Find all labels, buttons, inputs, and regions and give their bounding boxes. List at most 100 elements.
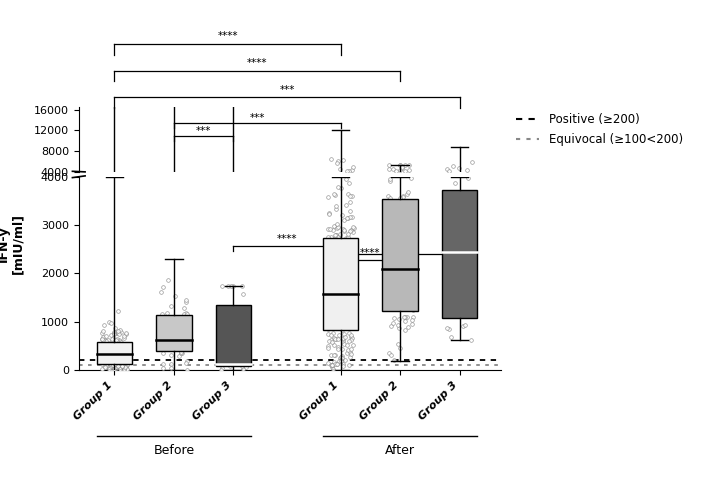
Text: ***: *** (250, 112, 265, 123)
Point (337, 284, 348, 292)
Point (97, 341, 108, 349)
Bar (97, 341, 132, 364)
Point (343, 346, 354, 354)
Point (111, 347, 122, 355)
Point (329, 351, 340, 359)
Point (100, 332, 112, 340)
Point (329, 335, 340, 342)
Point (399, 313, 410, 320)
Point (341, 214, 352, 222)
Point (165, 351, 176, 358)
Point (173, 352, 185, 360)
Point (329, 315, 340, 323)
Point (96, 329, 107, 337)
Point (404, 200, 415, 207)
Point (97, 340, 108, 348)
Point (336, 353, 347, 361)
Point (226, 281, 237, 289)
Point (109, 324, 120, 332)
Point (384, 194, 396, 202)
Point (342, 214, 354, 222)
Point (120, 361, 132, 369)
Point (325, 361, 337, 369)
Point (107, 344, 118, 352)
Point (331, 160, 342, 168)
Point (336, 326, 347, 334)
Point (394, 344, 405, 352)
Point (120, 330, 132, 337)
Point (459, 320, 470, 328)
Point (388, 314, 400, 322)
Point (112, 307, 124, 315)
Point (112, 328, 123, 336)
Point (111, 337, 122, 345)
Point (115, 337, 127, 345)
Text: ***: *** (279, 85, 295, 95)
Point (387, 319, 399, 327)
Point (346, 288, 357, 296)
Point (98, 357, 110, 365)
Point (341, 167, 352, 175)
Point (110, 339, 121, 347)
Point (107, 358, 119, 366)
Point (158, 319, 170, 327)
Point (336, 185, 347, 192)
Point (105, 331, 117, 338)
Bar (323, 238, 359, 331)
Point (397, 192, 409, 200)
Point (100, 340, 112, 348)
Point (461, 166, 473, 174)
Point (329, 231, 341, 239)
Point (323, 337, 334, 345)
Point (107, 337, 118, 345)
Point (118, 366, 130, 374)
Point (118, 332, 130, 339)
Point (329, 358, 340, 366)
Point (102, 355, 114, 363)
Point (116, 345, 127, 353)
Point (455, 248, 466, 256)
Point (325, 336, 337, 344)
Point (390, 167, 402, 175)
Point (325, 290, 337, 298)
Point (121, 366, 132, 374)
Point (332, 157, 344, 165)
Point (392, 340, 404, 348)
Point (110, 337, 122, 345)
Point (237, 353, 248, 360)
Text: ****: **** (217, 31, 238, 41)
Point (169, 292, 180, 300)
Point (333, 241, 344, 249)
Point (103, 365, 115, 373)
Point (407, 314, 419, 321)
Point (158, 349, 169, 357)
Point (331, 221, 342, 228)
Point (103, 318, 115, 326)
Point (120, 364, 132, 372)
Point (344, 206, 356, 214)
Point (447, 162, 458, 170)
Point (341, 280, 352, 288)
Point (346, 272, 357, 280)
Point (158, 331, 170, 339)
Point (334, 231, 346, 239)
Point (344, 295, 355, 302)
Point (120, 364, 131, 372)
Point (324, 279, 336, 286)
Point (465, 336, 477, 344)
Point (114, 326, 125, 334)
Point (406, 316, 417, 323)
Point (395, 166, 406, 174)
Point (114, 362, 125, 370)
Point (340, 249, 352, 257)
Point (342, 190, 353, 198)
Point (332, 295, 344, 302)
Point (322, 193, 334, 201)
Point (326, 361, 338, 369)
Point (336, 211, 347, 219)
Point (337, 156, 349, 164)
Point (181, 356, 193, 364)
Point (115, 366, 127, 374)
Point (346, 226, 357, 234)
Point (343, 316, 354, 324)
